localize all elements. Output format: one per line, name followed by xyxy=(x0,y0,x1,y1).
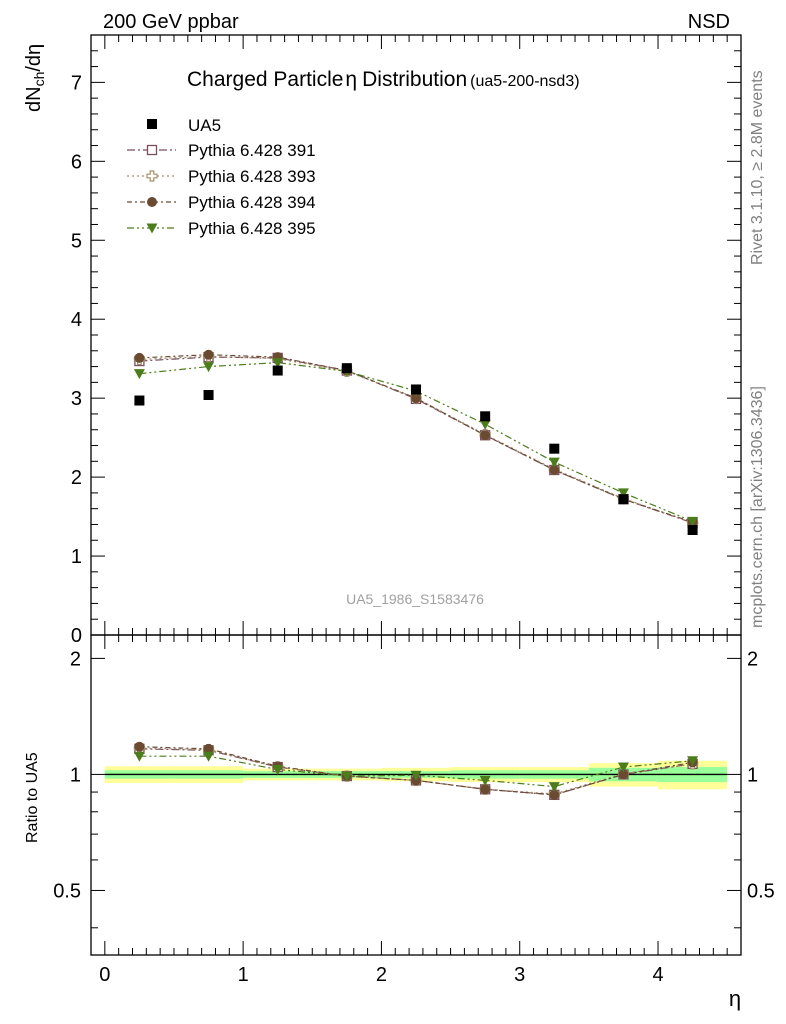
mc-line xyxy=(139,356,693,524)
main-panel: 0 1 2 3 4 5 6 7 Charged Particleη Distribution (u… xyxy=(23,34,742,647)
legend: UA5 Pythia 6.428 391 Pythia 6.428 393 Pythi… xyxy=(127,116,316,238)
ratio-point xyxy=(341,771,353,782)
data-point xyxy=(549,443,560,454)
x-tick-label: 4 xyxy=(652,964,663,986)
main-y-tick-label: 2 xyxy=(71,467,82,489)
ratio-point xyxy=(272,764,284,775)
main-y-tick-label: 1 xyxy=(71,546,82,568)
data-point xyxy=(411,384,421,395)
mc-point xyxy=(548,457,560,468)
main-y-tick-label: 5 xyxy=(71,230,82,252)
data-point xyxy=(134,395,145,406)
legend-label: Pythia 6.428 393 xyxy=(188,167,316,186)
mcplots-label: mcplots.cern.ch [arXiv:1306.3436] xyxy=(749,386,766,628)
data-point xyxy=(203,390,214,400)
chart-title: Charged Particleη Distribution (ua5-200-ns… xyxy=(187,68,580,91)
data-point xyxy=(480,411,491,422)
ratio-point xyxy=(687,756,699,767)
ratio-point xyxy=(203,743,214,754)
ratio-y-tick-label-right: 2 xyxy=(747,648,758,670)
legend-marker xyxy=(147,197,157,207)
ratio-point xyxy=(203,751,215,762)
ratio-point xyxy=(618,769,629,780)
main-y-tick-label: 6 xyxy=(71,151,82,173)
mc-point xyxy=(687,516,699,527)
legend-label: Pythia 6.428 391 xyxy=(188,141,316,160)
data-point xyxy=(618,494,629,505)
main-y-tick-label: 3 xyxy=(71,388,82,410)
ratio-y-tick-label: 0.5 xyxy=(53,880,81,902)
legend-marker xyxy=(146,223,158,234)
ratio-y-tick-label: 1 xyxy=(70,764,81,786)
x-tick-label: 0 xyxy=(99,964,110,986)
energy-label: 200 GeV ppbar xyxy=(103,11,239,33)
x-tick-label: 2 xyxy=(376,964,387,986)
mc-point xyxy=(272,358,284,369)
main-y-tick-label: 4 xyxy=(71,309,82,331)
data-point xyxy=(687,525,698,535)
x-tick-label: 1 xyxy=(238,964,249,986)
legend-marker xyxy=(146,170,158,182)
mc-line xyxy=(139,355,693,524)
ratio-line xyxy=(139,747,693,795)
mc-point xyxy=(203,349,214,360)
ratio-point xyxy=(134,741,145,752)
ratio-point xyxy=(548,782,560,793)
mc-point xyxy=(617,488,629,499)
ratio-frame xyxy=(90,634,742,956)
ratio-point xyxy=(133,751,145,762)
ratio-line xyxy=(139,755,693,788)
main-y-tick-label: 7 xyxy=(71,72,82,94)
mc-point xyxy=(549,465,560,475)
ratio-axes: 0.5 0.5 1 1 2 2 0 1 2 3 4 xyxy=(53,634,775,986)
mc-point xyxy=(480,430,491,441)
ratio-series xyxy=(133,741,699,801)
main-y-tick-label: 0 xyxy=(71,625,82,647)
mc-point xyxy=(134,352,145,363)
ratio-y-tick-label-right: 0.5 xyxy=(747,880,775,902)
mc-line xyxy=(139,354,693,523)
legend-label: Pythia 6.428 394 xyxy=(188,193,316,212)
data-point xyxy=(341,363,352,374)
mc-point xyxy=(479,419,491,430)
rivet-label: Rivet 3.1.10, ≥ 2.8M events xyxy=(749,70,766,265)
ratio-line xyxy=(139,746,693,796)
mc-point xyxy=(203,362,215,373)
main-axes: 0 1 2 3 4 5 6 7 xyxy=(71,34,742,647)
analysis-watermark: UA5_1986_S1583476 xyxy=(346,591,484,607)
mc-point xyxy=(411,393,421,404)
ratio-y-label: Ratio to UA5 xyxy=(24,752,41,843)
x-axis-label: η xyxy=(729,986,741,1011)
x-tick-label: 3 xyxy=(514,964,525,986)
legend-label: UA5 xyxy=(188,116,221,135)
process-label: NSD xyxy=(688,11,730,33)
ratio-point xyxy=(479,775,491,786)
legend-marker xyxy=(146,144,158,156)
ratio-point xyxy=(480,784,491,795)
legend-marker xyxy=(147,119,157,129)
y-axis-label: dNch/dη xyxy=(23,44,47,112)
ratio-y-tick-label: 2 xyxy=(70,648,81,670)
ratio-y-tick-label-right: 1 xyxy=(747,764,758,786)
ratio-point xyxy=(410,770,422,781)
data-point xyxy=(272,365,283,376)
main-series xyxy=(133,349,699,535)
mc-point xyxy=(133,369,145,380)
ratio-point xyxy=(617,762,629,773)
legend-label: Pythia 6.428 395 xyxy=(188,219,316,238)
ratio-point xyxy=(549,789,560,800)
ratio-panel: 0.5 0.5 1 1 2 2 0 1 2 3 4 Ratio to UA5 η xyxy=(24,634,775,1011)
